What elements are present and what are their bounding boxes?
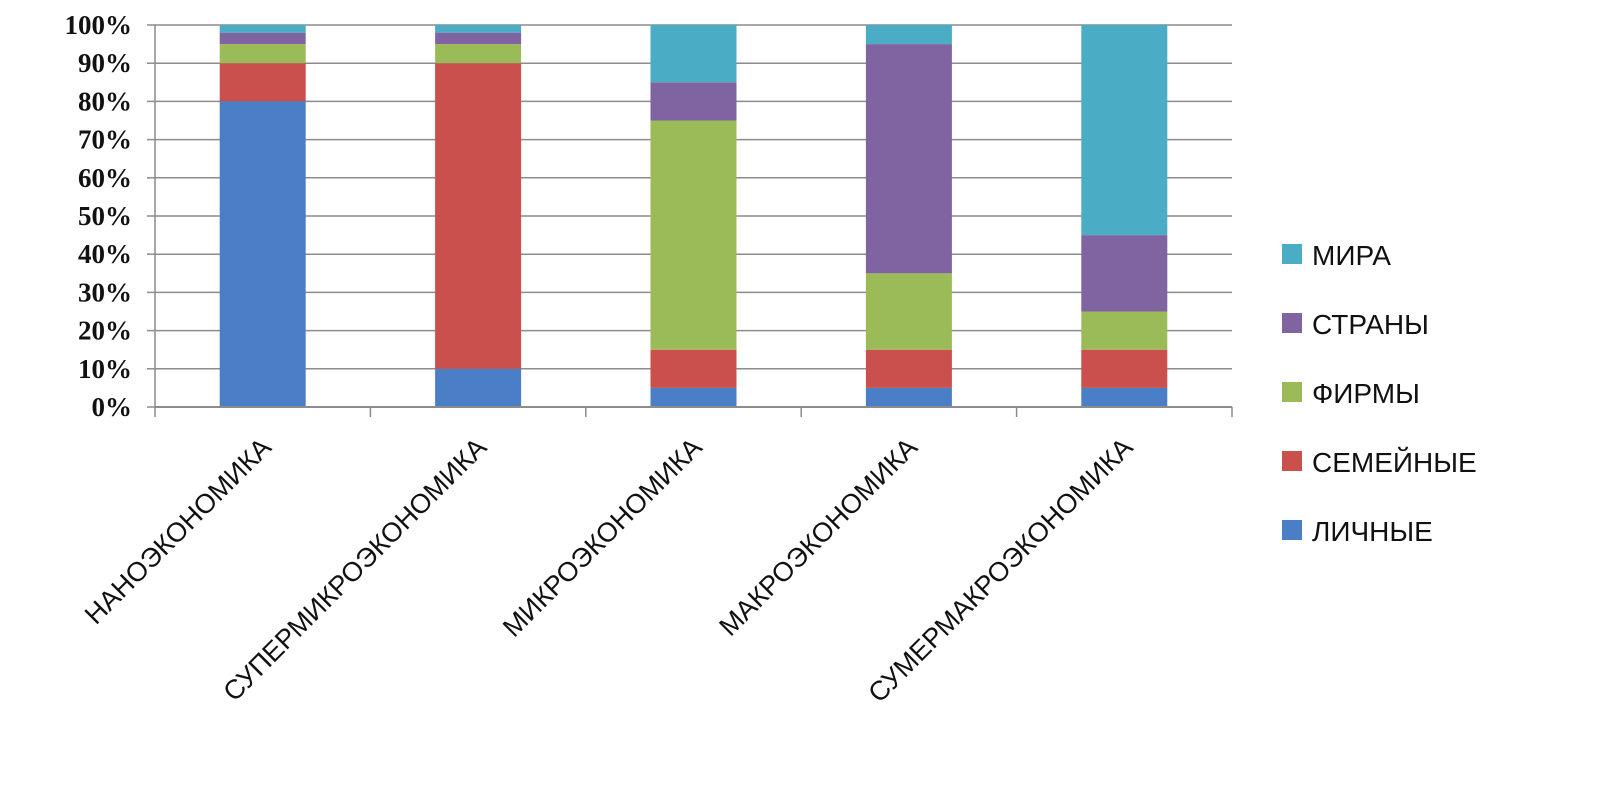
bar-segment <box>435 63 522 369</box>
bar-segment <box>650 387 737 407</box>
x-category-label: СУПЕРМИКРОЭКОНОМИКА <box>217 432 492 707</box>
legend-swatch <box>1282 313 1302 333</box>
bar-segment <box>1081 25 1168 236</box>
legend-swatch <box>1282 520 1302 540</box>
bar-segment <box>1081 387 1168 407</box>
legend-swatch <box>1282 451 1302 471</box>
bar-segment <box>865 349 952 388</box>
y-tick-label: 100% <box>65 10 133 40</box>
y-tick-label: 70% <box>78 125 132 155</box>
bar-segment <box>865 273 952 350</box>
x-category-label: МИКРОЭКОНОМИКА <box>497 432 708 643</box>
bar-segment <box>435 44 522 64</box>
x-category-label: НАНОЭКОНОМИКА <box>79 432 277 630</box>
y-tick-label: 40% <box>78 239 132 269</box>
y-tick-label: 0% <box>92 392 133 422</box>
y-tick-label: 20% <box>78 316 132 346</box>
legend-label: СЕМЕЙНЫЕ <box>1312 447 1477 478</box>
x-axis <box>154 25 1233 417</box>
bar-segment <box>1081 235 1168 312</box>
x-category-label: СУМЕРМАКРОЭКОНОМИКА <box>862 432 1138 708</box>
y-axis-tick-labels: 0% 10% 20% 30% 40% 50% 60% 70% 80% 90% 100% <box>65 10 155 422</box>
y-tick-label: 10% <box>78 354 132 384</box>
bar-segment <box>865 44 952 274</box>
y-tick-label: 80% <box>78 86 132 116</box>
bar-segment <box>435 25 522 33</box>
legend-swatch <box>1282 244 1302 264</box>
bar-segment <box>650 25 737 83</box>
y-tick-label: 50% <box>78 201 132 231</box>
bar-segment <box>1081 311 1168 350</box>
bar-segment <box>219 63 306 102</box>
bar-segment <box>219 32 306 45</box>
legend-label: СТРАНЫ <box>1312 309 1429 340</box>
bar-segment <box>865 25 952 45</box>
bars <box>219 25 1168 408</box>
y-tick-label: 30% <box>78 277 132 307</box>
y-tick-label: 90% <box>78 48 132 78</box>
legend-swatch <box>1282 382 1302 402</box>
x-category-label: МАКРОЭКОНОМИКА <box>713 432 923 642</box>
bar-segment <box>435 32 522 45</box>
bar-segment <box>435 368 522 407</box>
legend: МИРА СТРАНЫ ФИРМЫ СЕМЕЙНЫЕ ЛИЧНЫЕ <box>1282 240 1477 547</box>
legend-label: ЛИЧНЫЕ <box>1312 516 1433 547</box>
bar-segment <box>219 44 306 64</box>
bar-segment <box>865 387 952 407</box>
bar-segment <box>1081 349 1168 388</box>
legend-label: МИРА <box>1312 240 1391 271</box>
y-tick-label: 60% <box>78 163 132 193</box>
bar-segment <box>650 120 737 350</box>
bar-segment <box>219 101 306 408</box>
bar-segment <box>650 349 737 388</box>
legend-label: ФИРМЫ <box>1312 378 1420 409</box>
bar-segment <box>650 82 737 121</box>
bar-segment <box>219 25 306 33</box>
